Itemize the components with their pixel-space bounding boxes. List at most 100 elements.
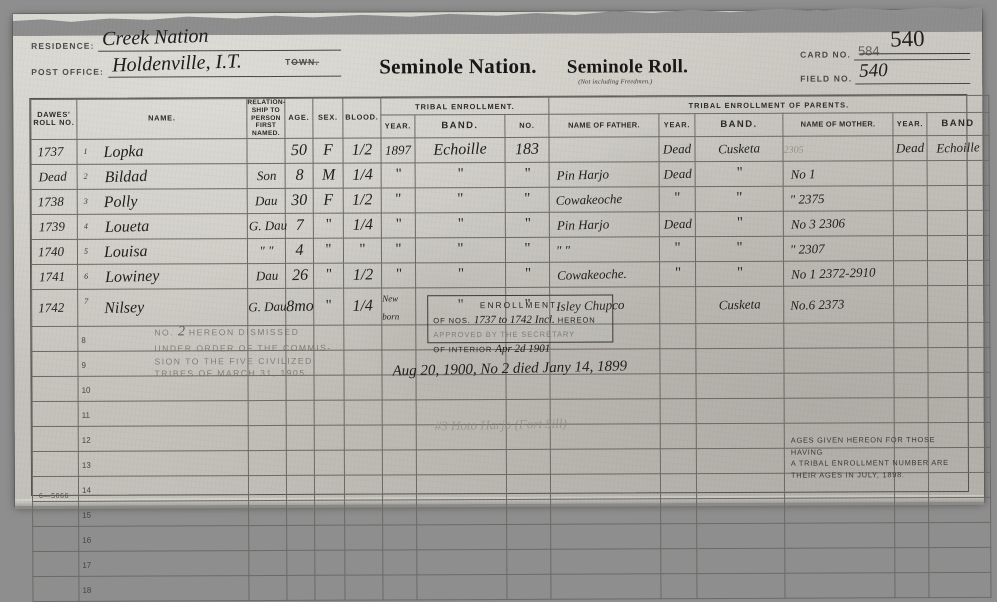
mother-cell: No 1 2372-2910 (783, 260, 894, 287)
empty-cell (550, 473, 661, 500)
empty-cell (286, 450, 315, 476)
empty-cell (550, 448, 661, 475)
empty-cell (248, 525, 287, 551)
blood-cell: 1/2 (342, 137, 382, 164)
empty-cell (659, 348, 697, 374)
empty-cell (927, 322, 990, 348)
empty-cell (660, 498, 697, 524)
no-cell-value: 183 (514, 140, 540, 159)
card-number-block: 540 Card No. 584 Field No. 540 (800, 26, 971, 85)
dismissal-no-value: 2 (177, 324, 186, 340)
father-cell-value: Pin Harjo (556, 166, 610, 183)
no-cell-value: " (524, 166, 531, 183)
dawes-cell-value: 1739 (38, 218, 66, 235)
card-header: Residence: Creek Nation Town. Post Offic… (13, 25, 982, 94)
relationship-cell-value: Son (256, 167, 277, 184)
row-number-cell: 11 (78, 400, 249, 427)
mother-cell: No 1 (783, 160, 894, 187)
empty-cell (893, 347, 929, 373)
empty-cell (248, 575, 287, 601)
empty-cell (696, 423, 785, 449)
mother-year-cell (893, 210, 928, 236)
empty-cell (783, 322, 894, 349)
name-cell: 1 Lopka (76, 138, 248, 165)
father-year-cell (659, 286, 696, 324)
row-number: 10 (81, 385, 91, 395)
father-year-cell: Dead (659, 161, 696, 187)
relationship-cell: G. Dau (247, 288, 287, 326)
mother-cell-value: No 3 2306 (790, 215, 846, 232)
row-number: 16 (82, 535, 92, 545)
post-office-field: Post Office: Holdenville, I.T. (31, 50, 342, 78)
name-cell: 5 Louisa (77, 238, 248, 265)
col-group-tribal-enrollment-parents: Tribal Enrollment of Parents. (548, 95, 989, 115)
age-cell: 50 (284, 138, 314, 164)
sex-cell-value: F (322, 141, 334, 159)
enrollment-incl: Incl. (534, 313, 555, 326)
enrollment-of-nos-label: of Nos. (433, 316, 471, 326)
band-cell-value: " (457, 191, 464, 208)
empty-cell (248, 500, 287, 526)
age-cell: 30 (285, 188, 314, 214)
empty-cell (695, 348, 785, 374)
father-year-cell-value: " (675, 265, 682, 282)
col-group-tribal-enrollment: Tribal Enrollment. (380, 97, 549, 116)
empty-cell (314, 550, 345, 576)
col-father-band: Band. (694, 113, 784, 137)
relationship-cell: G. Dau (247, 213, 287, 239)
name-cell-value: Lopka (103, 142, 144, 161)
empty-cell (31, 351, 79, 377)
title-subtitle: (Not including Freedmen.) (578, 78, 653, 86)
age-footnote-line-2: a tribal enrollment number are (790, 458, 949, 468)
dismissal-stamp: No. 2 hereon dismissed under order of th… (154, 321, 404, 380)
col-sex: Sex. (312, 98, 343, 139)
empty-cell (550, 573, 662, 600)
mother-band-cell-value (928, 303, 989, 305)
mother-cell-value: " 2307 (789, 240, 825, 257)
enrollment-nos: 1737 to 1742 (473, 313, 532, 327)
empty-cell (660, 473, 697, 499)
empty-cell (506, 499, 551, 525)
empty-cell (784, 572, 896, 599)
band-cell-value: Echoille (433, 140, 487, 159)
father-band-cell: " (695, 261, 784, 287)
empty-cell (506, 549, 551, 575)
father-cell-value: Pin Harjo (556, 216, 610, 233)
dismissal-line-4: Tribes of March 31, 1905. (154, 368, 310, 379)
empty-cell (32, 401, 79, 427)
sex-cell-value: M (321, 166, 336, 184)
col-no: No. (504, 114, 550, 138)
mother-year-cell-value (894, 248, 927, 249)
empty-cell (696, 548, 785, 574)
mother-band-cell-value (929, 222, 989, 224)
empty-cell (314, 575, 345, 601)
no-cell: " (505, 187, 550, 213)
empty-cell (783, 347, 895, 374)
year-cell-value: New born (382, 293, 400, 322)
sex-cell: F (313, 188, 344, 214)
empty-cell (382, 424, 417, 450)
age-cell: 7 (285, 213, 314, 239)
empty-cell (248, 400, 287, 426)
father-cell (549, 136, 660, 163)
empty-cell (314, 500, 345, 526)
father-year-cell: " (659, 236, 696, 262)
age-footnote-line-1: Ages given hereon for those having (790, 435, 936, 457)
enrollment-of-interior-label: of Interior (433, 344, 493, 355)
name-cell-value: Loueta (104, 217, 150, 236)
residence-field: Residence: Creek Nation (31, 25, 342, 52)
no-cell: " (505, 262, 550, 288)
empty-cell (550, 498, 661, 525)
empty-cell (416, 474, 507, 500)
mother-cell-value: 2305 (783, 144, 804, 156)
mother-year-cell (893, 160, 928, 186)
post-office-value: Holdenville, I.T. (111, 50, 242, 77)
year-cell-value: " (395, 166, 402, 183)
name-cell: 2 Bildad (77, 163, 248, 190)
col-blood: Blood. (342, 98, 381, 139)
mother-cell: " 2307 (783, 235, 894, 262)
father-band-cell-value: " (736, 165, 743, 182)
empty-cell (784, 547, 895, 574)
age-cell-value: 8 (295, 166, 304, 184)
father-band-cell: " (695, 161, 784, 187)
